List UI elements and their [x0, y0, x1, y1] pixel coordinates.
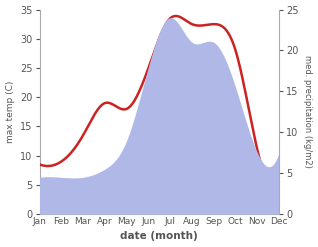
Y-axis label: max temp (C): max temp (C) [5, 81, 15, 143]
X-axis label: date (month): date (month) [121, 231, 198, 242]
Y-axis label: med. precipitation (kg/m2): med. precipitation (kg/m2) [303, 55, 313, 168]
